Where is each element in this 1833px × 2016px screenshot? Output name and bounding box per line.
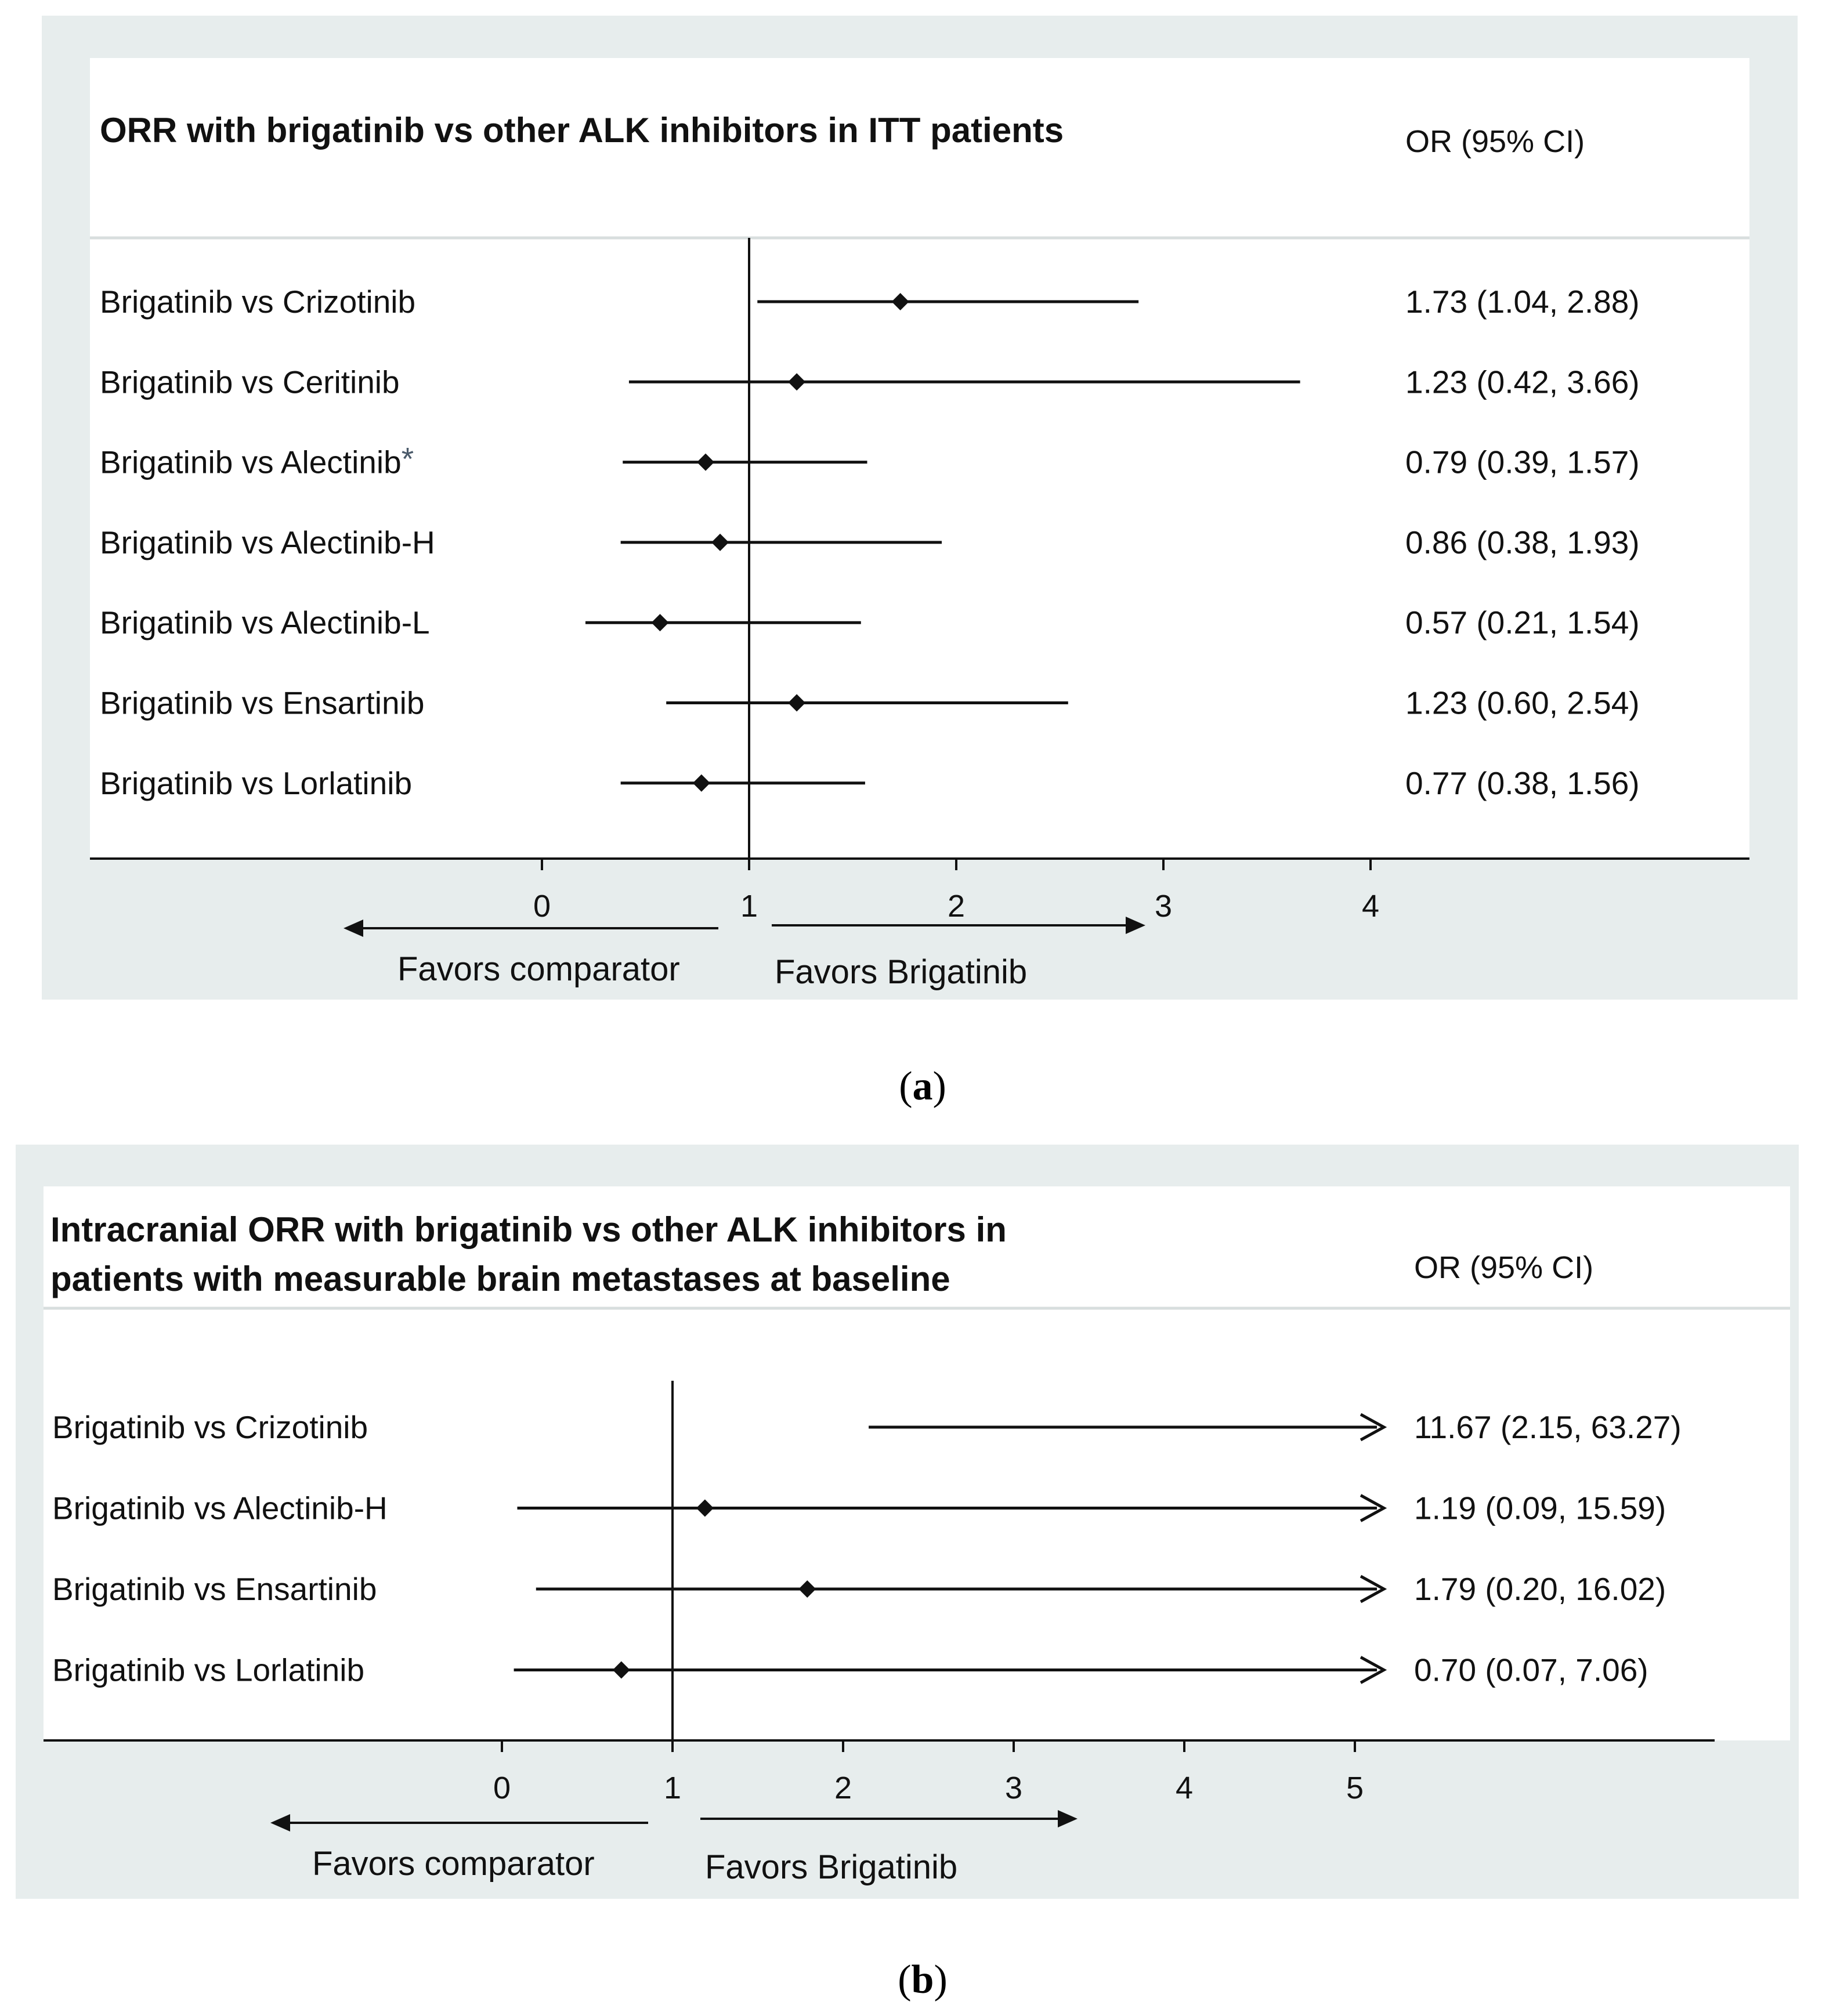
asterisk-icon: * — [402, 441, 414, 477]
panel-a-row-label: Brigatinib vs Ensartinib — [100, 685, 424, 721]
panel-a-point-estimate — [697, 453, 715, 471]
panel-a-estimate-text: 0.86 (0.38, 1.93) — [1405, 524, 1640, 560]
panel-a-row-label: Brigatinib vs Ceritinib — [100, 364, 400, 400]
panel-a-row-label: Brigatinib vs Crizotinib — [100, 284, 415, 320]
panel-a-point-estimate — [711, 533, 729, 551]
panel-b-ci-arrow-icon — [1360, 1494, 1387, 1522]
panel-a-row-label: Brigatinib vs Alectinib-L — [100, 605, 430, 640]
panel-b-tick-label: 5 — [1346, 1771, 1364, 1805]
panel-a-row: Brigatinib vs Ensartinib 1.23 (0.60, 2.54… — [100, 685, 1640, 721]
panel-b-tick-label: 3 — [1005, 1771, 1022, 1805]
panel-a-estimate-text: 0.57 (0.21, 1.54) — [1405, 605, 1640, 640]
panel-a: ORR with brigatinib vs other ALK inhibit… — [42, 16, 1798, 1109]
panel-b-row-label: Brigatinib vs Crizotinib — [52, 1409, 368, 1445]
panel-a-row: Brigatinib vs Alectinib-L 0.57 (0.21, 1.5… — [100, 605, 1640, 640]
panel-a-estimate-text: 0.77 (0.38, 1.56) — [1405, 765, 1640, 801]
panel-a-row: Brigatinib vs Alectinib-H 0.86 (0.38, 1.9… — [100, 524, 1640, 560]
panel-a-caption: (a) — [899, 1064, 946, 1109]
panel-b-estimate-text: 11.67 (2.15, 63.27) — [1414, 1409, 1682, 1445]
panel-b-rows: Brigatinib vs Crizotinib 11.67 (2.15, 63.… — [52, 1381, 1682, 1740]
panel-a-row: Brigatinib vs Ceritinib 1.23 (0.42, 3.66) — [100, 364, 1640, 400]
panel-b-tick-label: 0 — [493, 1771, 511, 1805]
panel-b-title-line-1: Intracranial ORR with brigatinib vs othe… — [50, 1210, 1007, 1249]
panel-a-tick-label: 0 — [533, 889, 551, 924]
panel-b-right-arrowhead — [1058, 1810, 1078, 1827]
panel-a-estimate-header: OR (95% CI) — [1405, 124, 1585, 159]
panel-b: Intracranial ORR with brigatinib vs othe… — [16, 1145, 1799, 2002]
panel-a-point-estimate — [692, 774, 710, 792]
panel-a-tick-label: 4 — [1362, 889, 1379, 924]
panel-a-row: Brigatinib vs Lorlatinib 0.77 (0.38, 1.56… — [100, 765, 1640, 801]
panel-a-tick-label: 2 — [948, 889, 965, 924]
panel-b-estimate-text: 1.19 (0.09, 15.59) — [1414, 1490, 1666, 1526]
panel-b-point-estimate — [798, 1580, 816, 1598]
panel-b-row: Brigatinib vs Ensartinib 1.79 (0.20, 16.0… — [52, 1571, 1666, 1607]
panel-b-title-line-2: patients with measurable brain metastase… — [50, 1259, 950, 1298]
panel-b-row: Brigatinib vs Lorlatinib 0.70 (0.07, 7.06… — [52, 1652, 1648, 1688]
panel-b-row-label: Brigatinib vs Alectinib-H — [52, 1490, 388, 1526]
panel-a-point-estimate — [891, 293, 909, 310]
panel-b-tick-label: 1 — [664, 1771, 681, 1805]
panel-a-tick-label: 1 — [740, 889, 758, 924]
panel-b-plot-area — [44, 1186, 1790, 1740]
panel-a-row-label: Brigatinib vs Alectinib* — [100, 441, 414, 480]
panel-a-point-estimate — [651, 614, 669, 632]
panel-b-direction-arrows: Favors comparator Favors Brigatinib — [270, 1810, 1078, 1886]
panel-a-estimate-text: 1.23 (0.42, 3.66) — [1405, 364, 1640, 400]
panel-a-estimate-text: 1.73 (1.04, 2.88) — [1405, 284, 1640, 320]
panel-b-x-axis: 0 1 2 3 4 5 — [44, 1739, 1715, 1805]
panel-a-favors-brigatinib: Favors Brigatinib — [775, 953, 1027, 991]
panel-a-row: Brigatinib vs Alectinib* 0.79 (0.39, 1.57… — [100, 441, 1640, 480]
panel-b-row: Brigatinib vs Alectinib-H 1.19 (0.09, 15.… — [52, 1490, 1666, 1526]
panel-b-point-estimate — [612, 1661, 630, 1679]
panel-b-tick-label: 2 — [834, 1771, 852, 1805]
panel-b-favors-comparator: Favors comparator — [312, 1845, 595, 1883]
panel-a-direction-arrows: Favors comparator Favors Brigatinib — [344, 917, 1145, 991]
panel-a-row: Brigatinib vs Crizotinib 1.73 (1.04, 2.88… — [100, 284, 1640, 320]
panel-b-point-estimate — [696, 1499, 714, 1517]
panel-a-point-estimate — [788, 373, 806, 391]
panel-b-ci-arrow-icon — [1360, 1656, 1387, 1684]
panel-a-row-label: Brigatinib vs Lorlatinib — [100, 765, 412, 801]
panel-b-row: Brigatinib vs Crizotinib 11.67 (2.15, 63.… — [52, 1409, 1682, 1445]
panel-a-favors-comparator: Favors comparator — [397, 950, 680, 988]
panel-b-estimate-header: OR (95% CI) — [1414, 1250, 1593, 1285]
panel-b-estimate-text: 1.79 (0.20, 16.02) — [1414, 1571, 1666, 1607]
panel-a-left-arrowhead — [344, 920, 363, 937]
panel-a-rows: Brigatinib vs Crizotinib 1.73 (1.04, 2.88… — [100, 238, 1640, 859]
panel-b-left-arrowhead — [270, 1814, 290, 1832]
panel-b-estimate-text: 0.70 (0.07, 7.06) — [1414, 1652, 1648, 1688]
panel-a-plot-area — [90, 58, 1749, 859]
panel-a-estimate-text: 0.79 (0.39, 1.57) — [1405, 444, 1640, 480]
panel-b-favors-brigatinib: Favors Brigatinib — [705, 1848, 957, 1886]
panel-a-tick-label: 3 — [1155, 889, 1172, 924]
panel-b-row-label: Brigatinib vs Ensartinib — [52, 1571, 377, 1607]
panel-a-title: ORR with brigatinib vs other ALK inhibit… — [100, 111, 1064, 150]
panel-b-ci-arrow-icon — [1360, 1575, 1387, 1604]
panel-b-caption: (b) — [898, 1957, 948, 2002]
panel-a-right-arrowhead — [1126, 917, 1145, 934]
panel-a-estimate-text: 1.23 (0.60, 2.54) — [1405, 685, 1640, 721]
panel-a-x-axis: 0 1 2 3 4 — [90, 857, 1749, 924]
panel-b-ci-arrow-icon — [1360, 1413, 1387, 1442]
panel-a-point-estimate — [788, 694, 806, 712]
panel-b-row-label: Brigatinib vs Lorlatinib — [52, 1652, 364, 1688]
panel-b-tick-label: 4 — [1176, 1771, 1193, 1805]
panel-a-row-label: Brigatinib vs Alectinib-H — [100, 524, 435, 560]
